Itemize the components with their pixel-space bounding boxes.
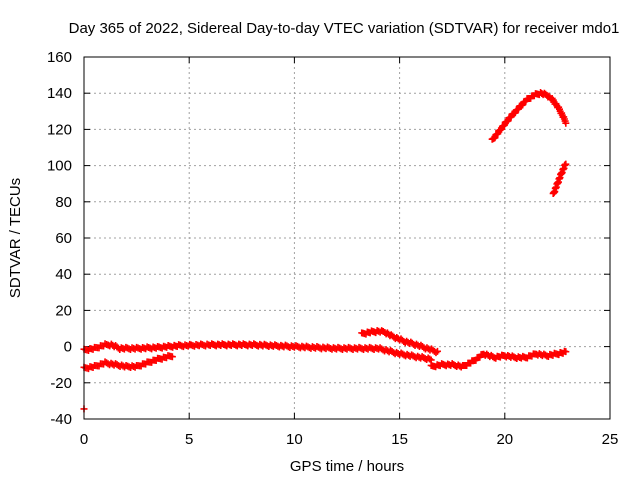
series-seg-b <box>80 352 176 373</box>
x-tick-labels: 0 5 10 15 20 25 <box>80 431 619 448</box>
y-tick-label: 80 <box>55 194 72 211</box>
y-tick-label: 20 <box>55 302 72 319</box>
data-points <box>80 89 570 413</box>
y-axis-label: SDTVAR / TECUs <box>7 178 24 298</box>
y-tick-label: -40 <box>50 411 72 428</box>
data-point <box>433 347 441 355</box>
x-tick-label: 20 <box>496 431 513 448</box>
x-tick-label: 25 <box>602 431 619 448</box>
x-tick-label: 0 <box>80 431 88 448</box>
x-tick-label: 5 <box>185 431 193 448</box>
y-tick-label: 140 <box>47 85 72 102</box>
y-tick-label: -20 <box>50 375 72 392</box>
y-tick-labels: -40 -20 0 20 40 60 80 100 120 140 160 <box>47 49 72 428</box>
chart-title: Day 365 of 2022, Sidereal Day-to-day VTE… <box>69 20 620 37</box>
y-tick-label: 40 <box>55 266 72 283</box>
y-tick-label: 120 <box>47 121 72 138</box>
data-point <box>562 160 570 168</box>
y-tick-label: 60 <box>55 230 72 247</box>
y-tick-label: 100 <box>47 158 72 175</box>
data-point <box>562 348 570 356</box>
series-seg-f <box>549 160 570 198</box>
x-tick-label: 15 <box>391 431 408 448</box>
plot-frame <box>83 56 611 420</box>
y-tick-label: 160 <box>47 49 72 66</box>
data-point <box>432 349 440 357</box>
x-tick-label: 10 <box>286 431 303 448</box>
series-seg-e <box>488 89 570 143</box>
series-seg-d <box>427 347 570 371</box>
series-seg-a <box>80 340 435 364</box>
data-point <box>168 353 176 361</box>
x-axis-label: GPS time / hours <box>290 458 404 475</box>
data-point <box>562 119 570 127</box>
y-tick-label: 0 <box>64 339 72 356</box>
series-seg-c <box>358 327 441 357</box>
data-point <box>426 355 434 363</box>
